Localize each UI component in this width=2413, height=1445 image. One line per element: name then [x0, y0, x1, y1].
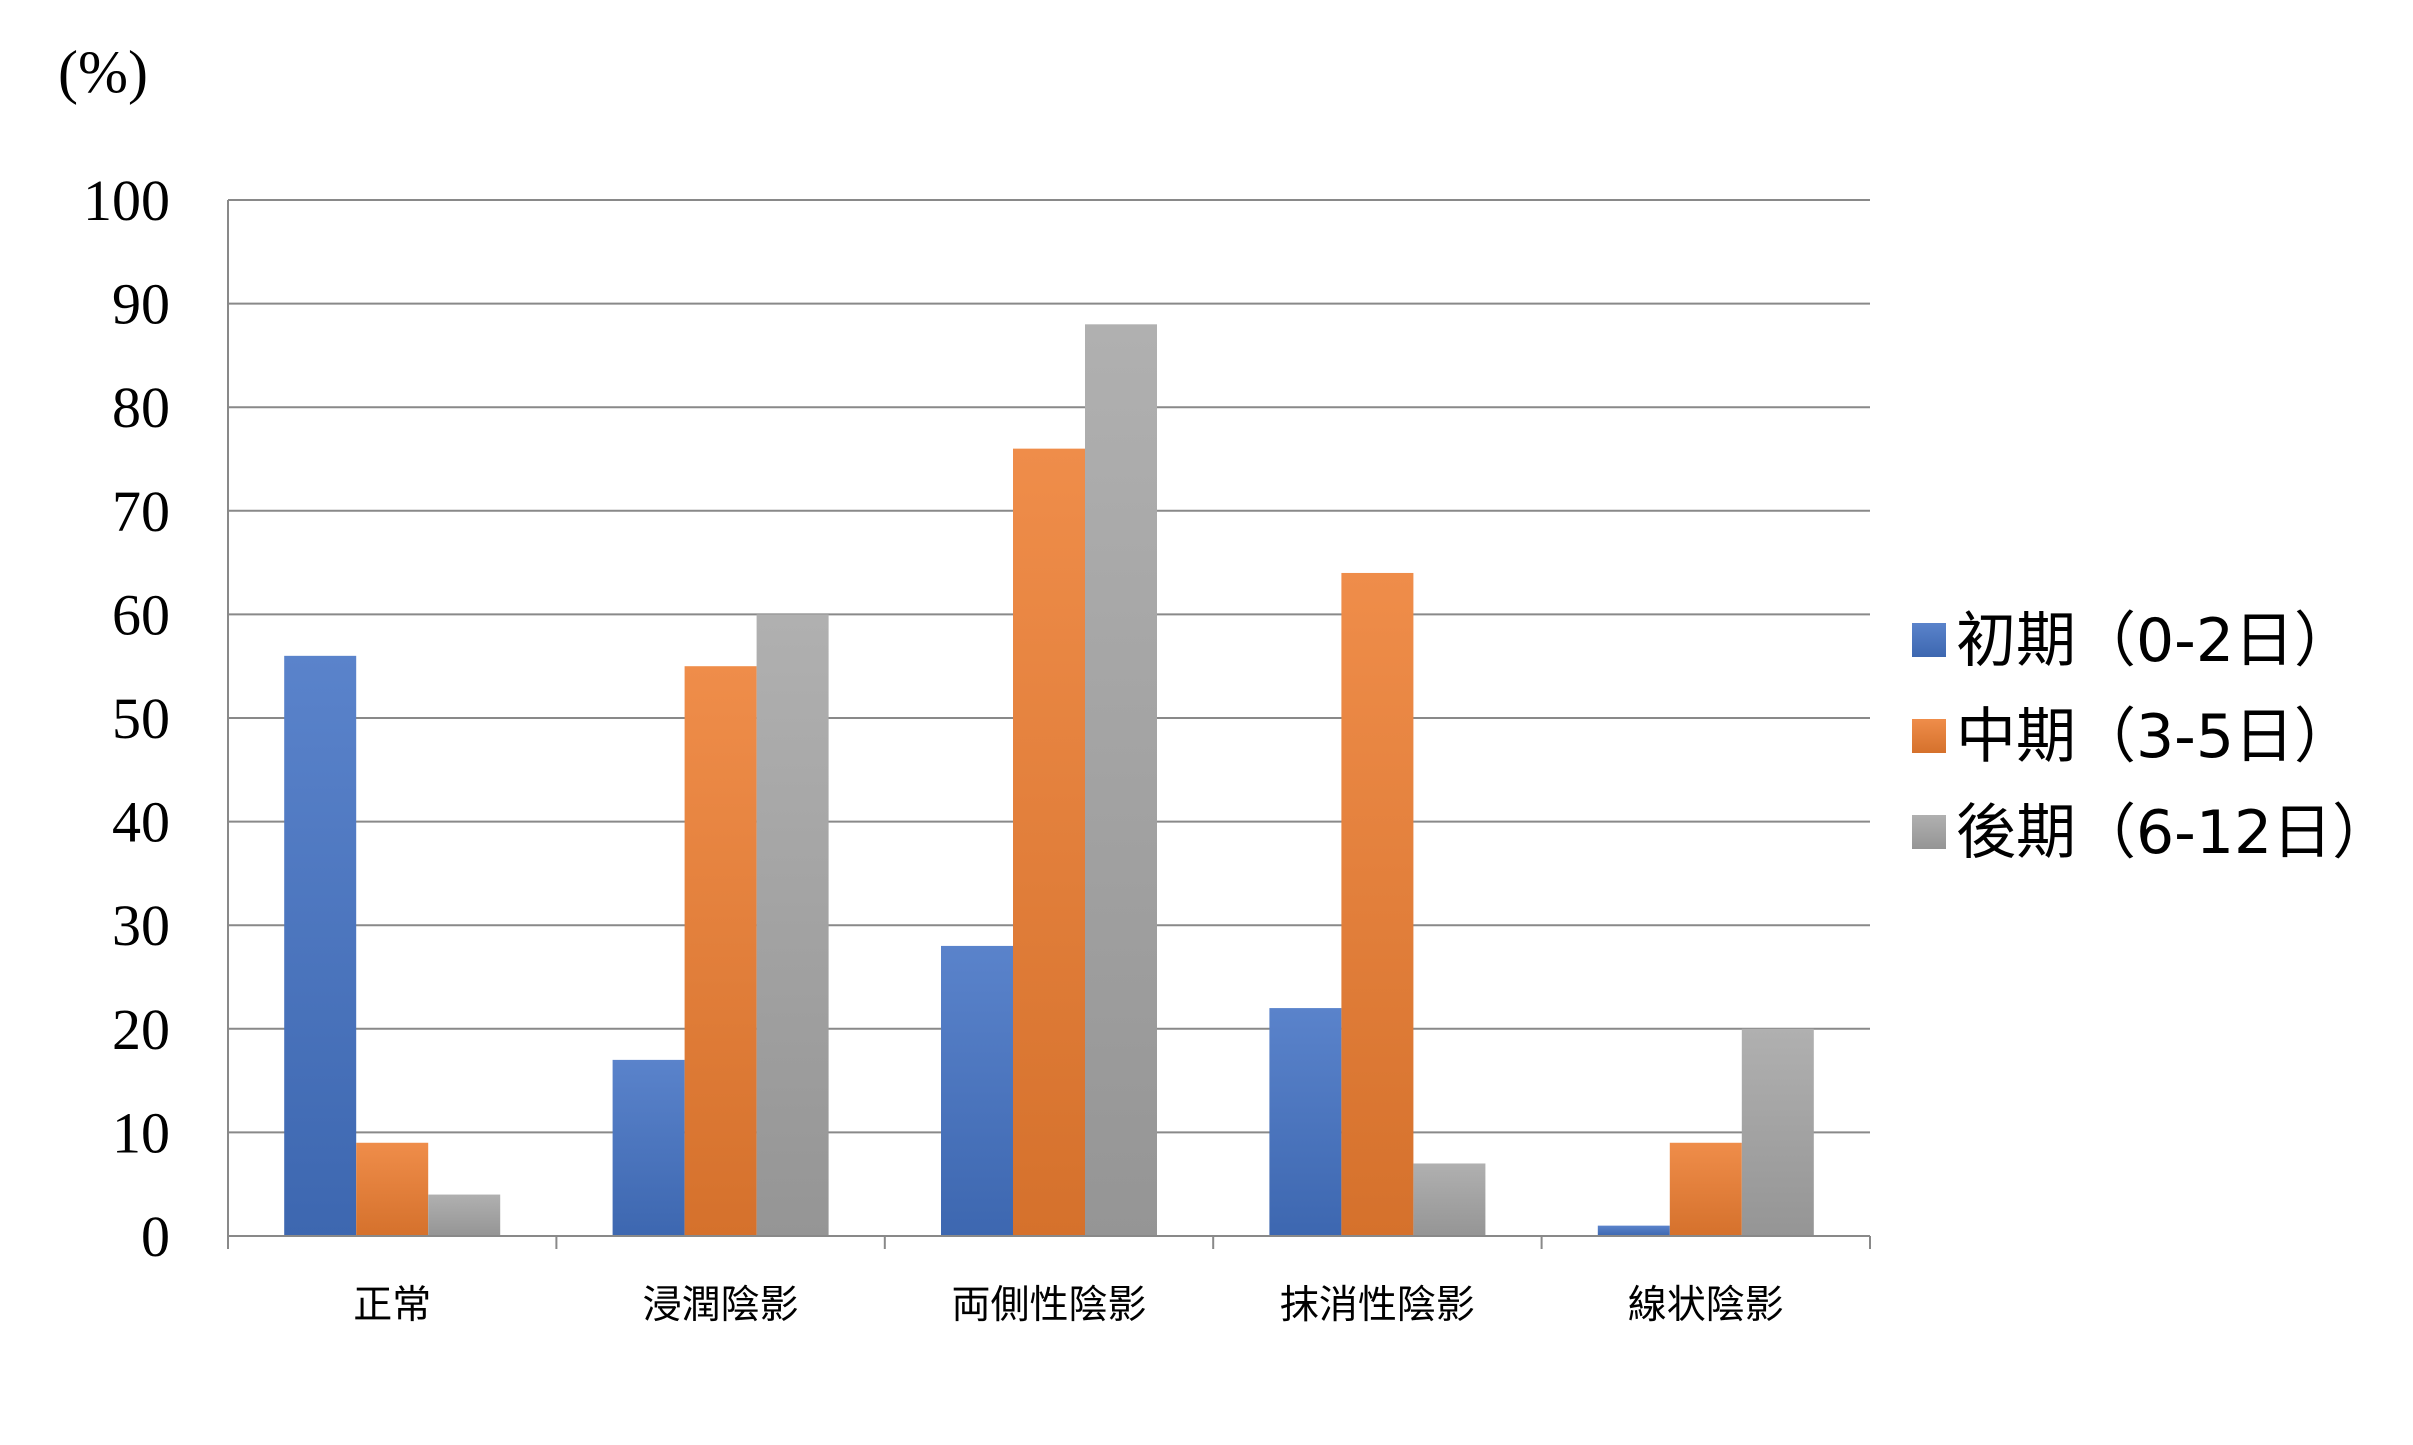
legend-label: 中期（3-5日）: [1956, 702, 2354, 772]
x-tick-label: 浸潤陰影: [643, 1283, 799, 1328]
x-tick-label: 両側性陰影: [951, 1283, 1146, 1328]
legend: 初期（0-2日） 中期（3-5日） 後期（6-12日）: [1912, 606, 2392, 868]
x-tick-labels: 正常 浸潤陰影 両側性陰影 抹消性陰影 線状陰影: [353, 1283, 1784, 1328]
x-tick-label: 抹消性陰影: [1280, 1283, 1475, 1328]
y-tick-label: 80: [112, 375, 170, 440]
bar: [1741, 1028, 1814, 1236]
bar: [1669, 1142, 1742, 1236]
bars: [284, 324, 1814, 1236]
bar: [1341, 572, 1414, 1236]
bar: [941, 945, 1013, 1236]
x-tick-label: 線状陰影: [1628, 1283, 1784, 1328]
bar: [284, 655, 357, 1236]
legend-swatch: [1912, 623, 1946, 657]
y-tick-label: 0: [141, 1204, 170, 1269]
bar: [356, 1142, 429, 1236]
y-tick-label: 70: [112, 479, 170, 544]
bar: [612, 1059, 685, 1236]
bar: [756, 614, 829, 1236]
legend-label: 初期（0-2日）: [1956, 606, 2354, 676]
legend-swatch: [1912, 815, 1946, 849]
y-tick-label: 100: [83, 168, 170, 233]
bar: [1013, 448, 1085, 1236]
y-tick-label: 20: [112, 997, 170, 1062]
y-tick-labels: 0 10 20 30 40 50 60 70 80 90 100: [83, 168, 170, 1269]
legend-label: 後期（6-12日）: [1956, 798, 2392, 868]
bar: [428, 1194, 501, 1236]
x-tick-label: 正常: [353, 1283, 431, 1328]
axes: [227, 200, 1871, 1249]
bar: [1269, 1008, 1342, 1236]
bar: [1085, 324, 1157, 1236]
legend-swatch: [1912, 719, 1946, 753]
y-tick-label: 90: [112, 272, 170, 337]
y-tick-label: 40: [112, 790, 170, 855]
bar: [684, 666, 757, 1236]
bar: [1597, 1225, 1670, 1236]
y-tick-label: 60: [112, 582, 170, 647]
bar: [1413, 1163, 1486, 1236]
y-tick-label: 50: [112, 686, 170, 751]
y-tick-label: 10: [112, 1100, 170, 1165]
y-tick-label: 30: [112, 893, 170, 958]
y-axis-label: (%): [58, 39, 148, 105]
